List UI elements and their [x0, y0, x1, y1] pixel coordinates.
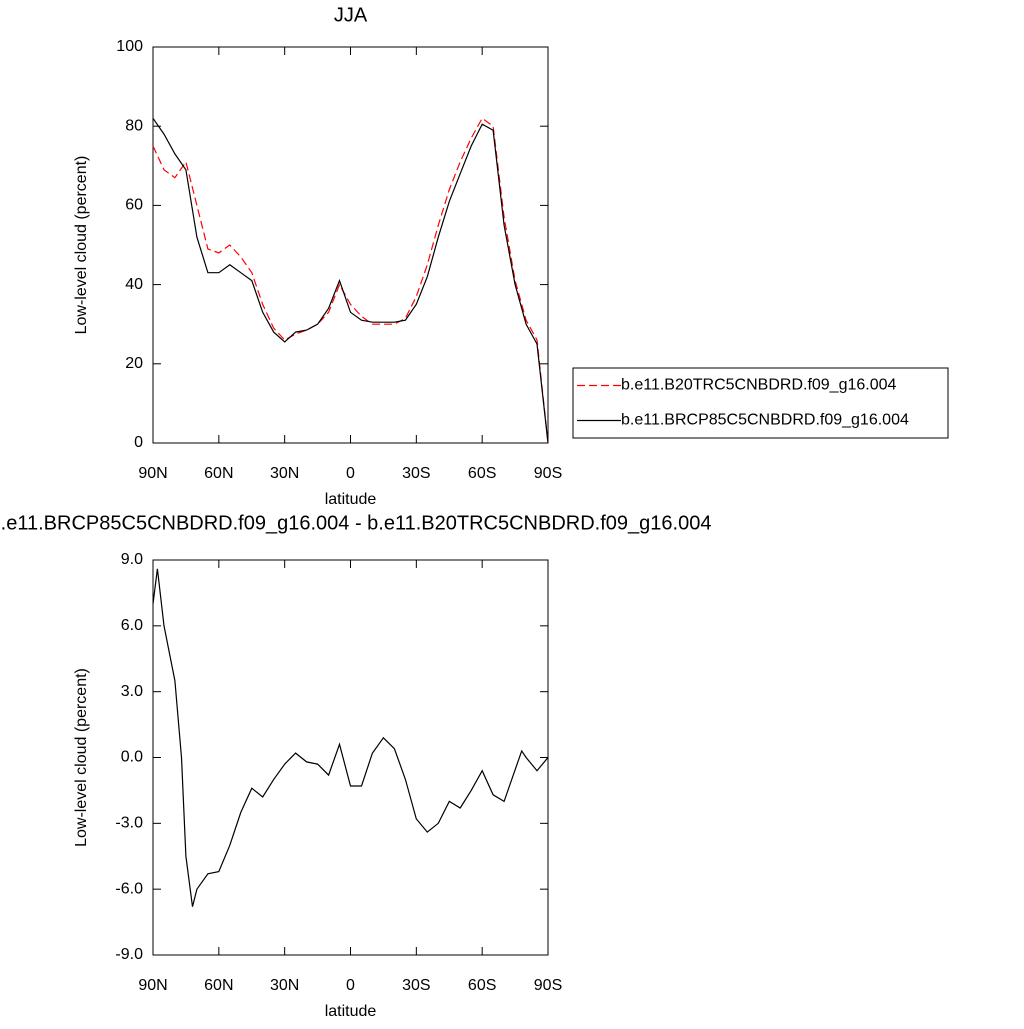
- y-tick-label: 6.0: [121, 617, 143, 634]
- y-tick-label: 0.0: [121, 749, 143, 766]
- y-tick-label: -9.0: [115, 946, 143, 963]
- data-line: [152, 117, 549, 444]
- y-tick-label: 9.0: [121, 551, 143, 568]
- x-tick-label: 0: [346, 977, 355, 994]
- plot-frame: [152, 559, 549, 956]
- data-line: [152, 117, 549, 444]
- y-tick-label: 80: [125, 117, 143, 134]
- y-tick-label: 40: [125, 276, 143, 293]
- chart-title: b.e11.BRCP85C5CNBDRD.f09_g16.004 - b.e11…: [0, 512, 711, 534]
- x-tick-label: 60N: [204, 977, 233, 994]
- y-tick-label: 3.0: [121, 683, 143, 700]
- x-tick-label: 90S: [534, 465, 562, 482]
- y-tick-label: 0: [134, 434, 143, 451]
- x-tick-label: 30S: [402, 977, 430, 994]
- y-tick-label: 20: [125, 355, 143, 372]
- x-tick-label: 30S: [402, 465, 430, 482]
- x-tick-label: 60S: [468, 977, 496, 994]
- plot-frame: [152, 46, 549, 444]
- y-tick-label: -6.0: [115, 880, 143, 897]
- legend-label: b.e11.BRCP85C5CNBDRD.f09_g16.004: [621, 412, 909, 429]
- y-axis-title: Low-level cloud (percent): [73, 156, 90, 335]
- data-line: [152, 568, 549, 907]
- y-tick-label: -3.0: [115, 815, 143, 832]
- x-tick-label: 30N: [270, 977, 299, 994]
- x-axis-title: latitude: [325, 491, 377, 508]
- x-tick-label: 90N: [138, 977, 167, 994]
- chart-title: JJA: [334, 4, 368, 26]
- x-axis-title: latitude: [325, 1003, 377, 1020]
- y-tick-label: 100: [116, 38, 143, 55]
- x-tick-label: 0: [346, 465, 355, 482]
- x-tick-label: 90N: [138, 465, 167, 482]
- y-tick-label: 60: [125, 197, 143, 214]
- y-axis-title: Low-level cloud (percent): [73, 668, 90, 847]
- legend-box: [572, 367, 949, 439]
- x-tick-label: 90S: [534, 977, 562, 994]
- legend-label: b.e11.B20TRC5CNBDRD.f09_g16.004: [621, 377, 897, 394]
- x-tick-label: 60N: [204, 465, 233, 482]
- x-tick-label: 30N: [270, 465, 299, 482]
- x-tick-label: 60S: [468, 465, 496, 482]
